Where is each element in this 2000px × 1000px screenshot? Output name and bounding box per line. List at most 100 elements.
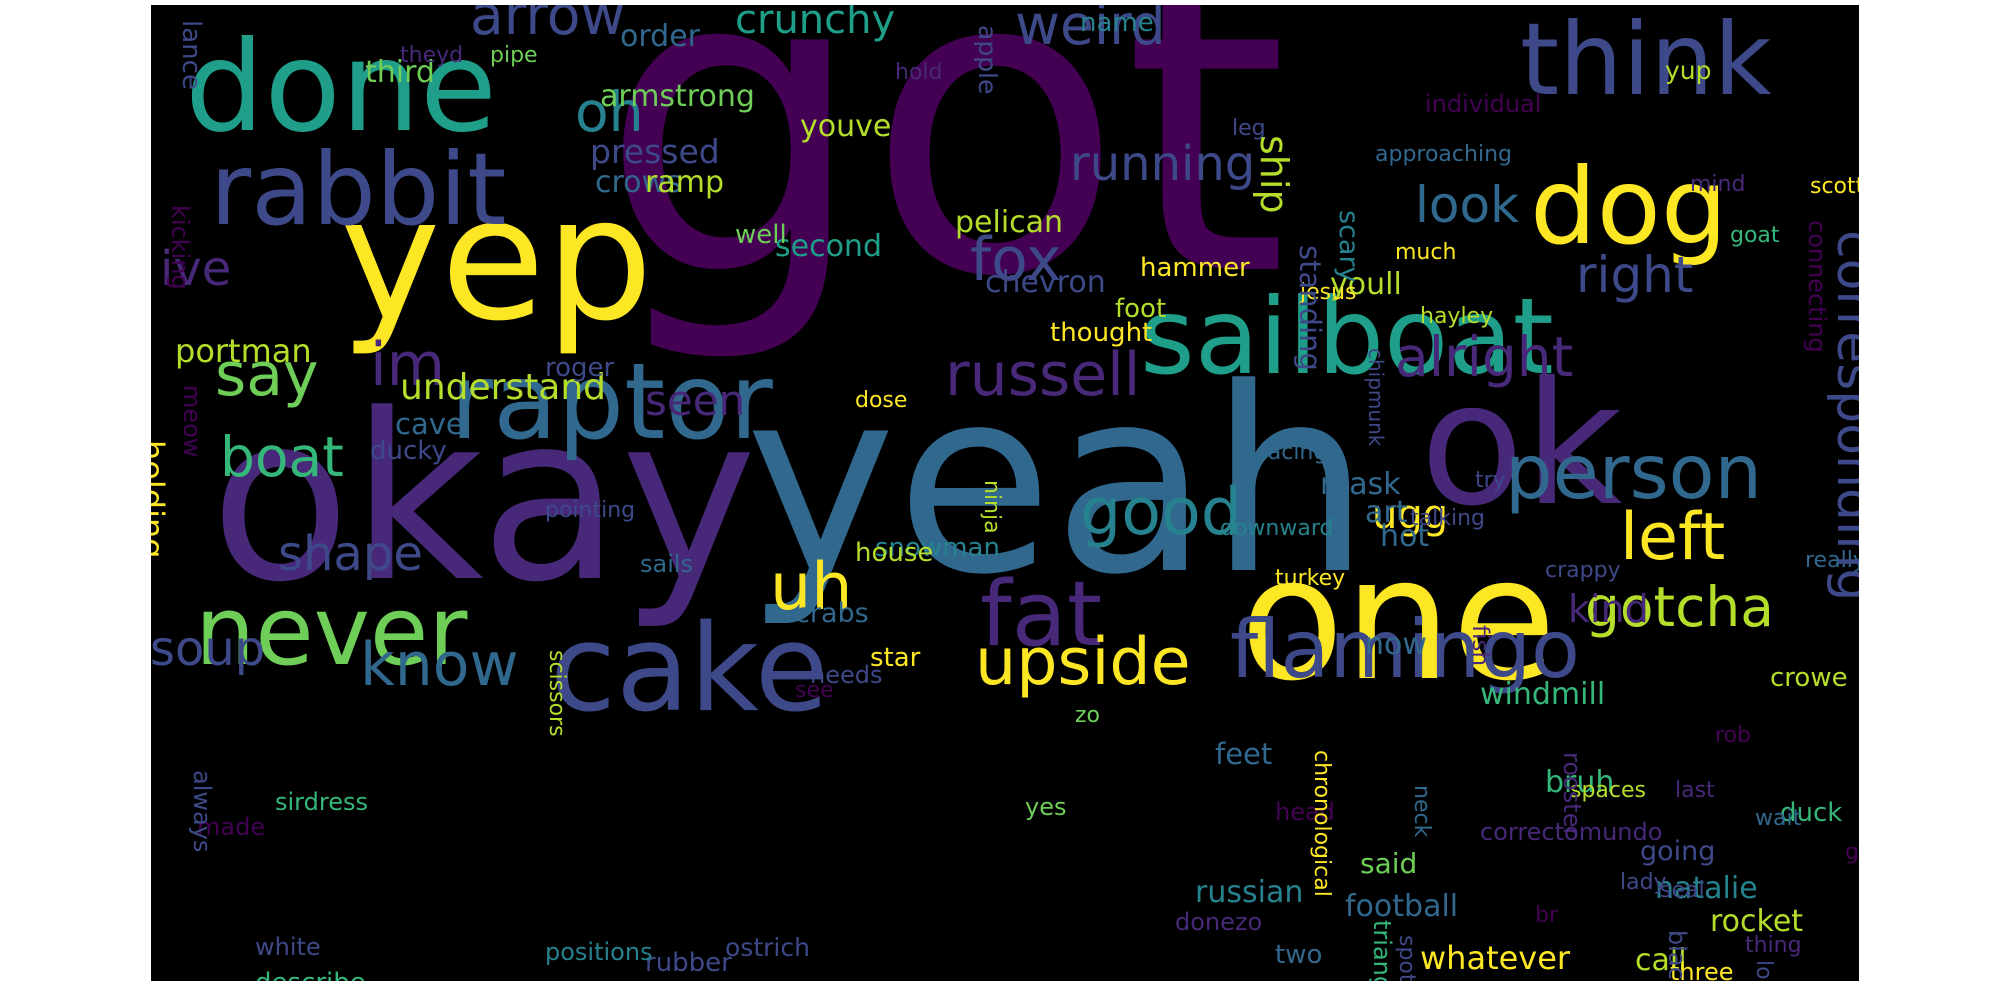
cloud-word: person: [1505, 428, 1763, 516]
cloud-word: talking: [1410, 506, 1485, 531]
cloud-word: lance: [176, 20, 206, 90]
cloud-word: going: [1640, 836, 1716, 867]
cloud-word: uh: [770, 550, 853, 625]
cloud-word: order: [620, 19, 700, 54]
cloud-word: connecting: [1803, 220, 1831, 353]
cloud-word: wait: [1755, 806, 1802, 831]
cloud-word: dose: [855, 388, 908, 413]
cloud-word: needs: [810, 661, 883, 689]
cloud-word: rabbit: [210, 131, 507, 248]
cloud-word: boat: [220, 425, 344, 489]
cloud-word: never: [195, 577, 468, 687]
cloud-word: russell: [945, 340, 1141, 410]
cloud-word: br: [1535, 903, 1559, 928]
cloud-word: hold: [895, 60, 943, 85]
cloud-word: spotted: [1394, 935, 1419, 981]
cloud-word: thing: [1745, 933, 1802, 958]
cloud-word: third: [365, 55, 435, 90]
cloud-word: sirdress: [275, 788, 368, 816]
cloud-word: scary: [1333, 210, 1364, 283]
cloud-word: oh: [575, 80, 644, 144]
cloud-word: last: [1675, 778, 1715, 803]
cloud-word: three: [1670, 958, 1734, 981]
cloud-word: armstrong: [600, 79, 755, 114]
cloud-word: alright: [1395, 325, 1574, 389]
cloud-word: see: [795, 678, 834, 703]
cloud-word: pressed: [590, 132, 720, 171]
cloud-word: lady: [1620, 870, 1667, 895]
cloud-word: good: [1080, 475, 1243, 550]
cloud-word: donezo: [1175, 908, 1263, 936]
cloud-word: positions: [545, 938, 653, 966]
cloud-word: sailboat: [1140, 276, 1554, 398]
cloud-word: always: [188, 770, 216, 853]
cloud-word: ramp: [645, 165, 724, 200]
cloud-word: duck: [1780, 798, 1843, 828]
cloud-word: well: [735, 220, 787, 250]
cloud-word: much: [1395, 240, 1457, 265]
cloud-word: snowman: [875, 533, 1000, 563]
cloud-word: flamingo: [1230, 603, 1580, 696]
cloud-word: describe: [255, 970, 366, 981]
cloud-word: shape: [278, 526, 423, 582]
cloud-word: running: [1070, 136, 1256, 192]
cloud-word: one: [1240, 521, 1557, 719]
cloud-word: correctomundo: [1480, 818, 1663, 846]
cloud-word: think: [1520, 5, 1772, 118]
cloud-word: call: [1635, 943, 1687, 978]
cloud-word: pelican: [955, 205, 1064, 240]
cloud-word: rocket: [1710, 904, 1804, 939]
cloud-word: chronological: [1309, 750, 1334, 897]
cloud-word: pipe: [490, 43, 538, 68]
cloud-word: theyd: [400, 43, 464, 68]
cloud-word: whatever: [1420, 939, 1571, 977]
cloud-word: ship: [1252, 135, 1296, 214]
cloud-word: ducky: [370, 436, 447, 466]
cloud-word: crows: [595, 165, 682, 200]
cloud-word: ugg: [1372, 492, 1449, 538]
cloud-word: chevron: [985, 265, 1106, 300]
cloud-word: fat: [980, 562, 1103, 667]
cloud-word: crowe: [1770, 663, 1848, 693]
cloud-word: ninja: [979, 480, 1004, 534]
cloud-word: scissors: [544, 650, 569, 737]
cloud-word: understand: [400, 367, 607, 408]
cloud-word: chipmunk: [1364, 348, 1388, 447]
cloud-word: russian: [1195, 875, 1304, 910]
cloud-word: arrow: [470, 5, 626, 47]
cloud-word: cave: [395, 407, 464, 441]
cloud-word: soup: [151, 621, 266, 677]
cloud-word: now: [1365, 627, 1427, 662]
cloud-word: individual: [1425, 90, 1542, 118]
cloud-word: crappy: [1545, 558, 1621, 583]
cloud-word: natalie: [1655, 871, 1758, 906]
cloud-word: hayley: [1420, 304, 1494, 329]
cloud-word: thought: [1050, 318, 1153, 348]
cloud-word: yeah: [745, 334, 1371, 631]
cloud-word: im: [370, 330, 446, 400]
cloud-word: dog: [1530, 146, 1728, 268]
cloud-word: football: [1345, 889, 1459, 924]
cloud-word: downward: [1220, 516, 1334, 541]
cloud-word: portman: [175, 332, 312, 370]
cloud-word: name: [1080, 8, 1154, 38]
cloud-word: house: [855, 538, 934, 568]
cloud-word: sails: [640, 550, 694, 578]
cloud-word: windmill: [1480, 677, 1606, 712]
cloud-word: ive: [160, 241, 232, 297]
cloud-word: apple: [973, 25, 1002, 95]
cloud-word: upside: [975, 625, 1191, 700]
cloud-word: gotcha: [1585, 575, 1774, 639]
cloud-word: crunchy: [735, 5, 896, 43]
cloud-word: seen: [645, 376, 746, 425]
cloud-word: second: [775, 229, 882, 264]
cloud-word: triangle: [1368, 920, 1396, 981]
cloud-word: bruh: [1545, 765, 1615, 800]
cloud-word: mind: [1690, 172, 1746, 197]
cloud-word: fox: [970, 225, 1062, 295]
cloud-word: two: [1275, 940, 1323, 970]
cloud-word: know: [360, 630, 519, 700]
cloud-word: approaching: [1375, 142, 1512, 167]
cloud-word: cake: [550, 600, 829, 739]
cloud-word: star: [870, 643, 921, 673]
